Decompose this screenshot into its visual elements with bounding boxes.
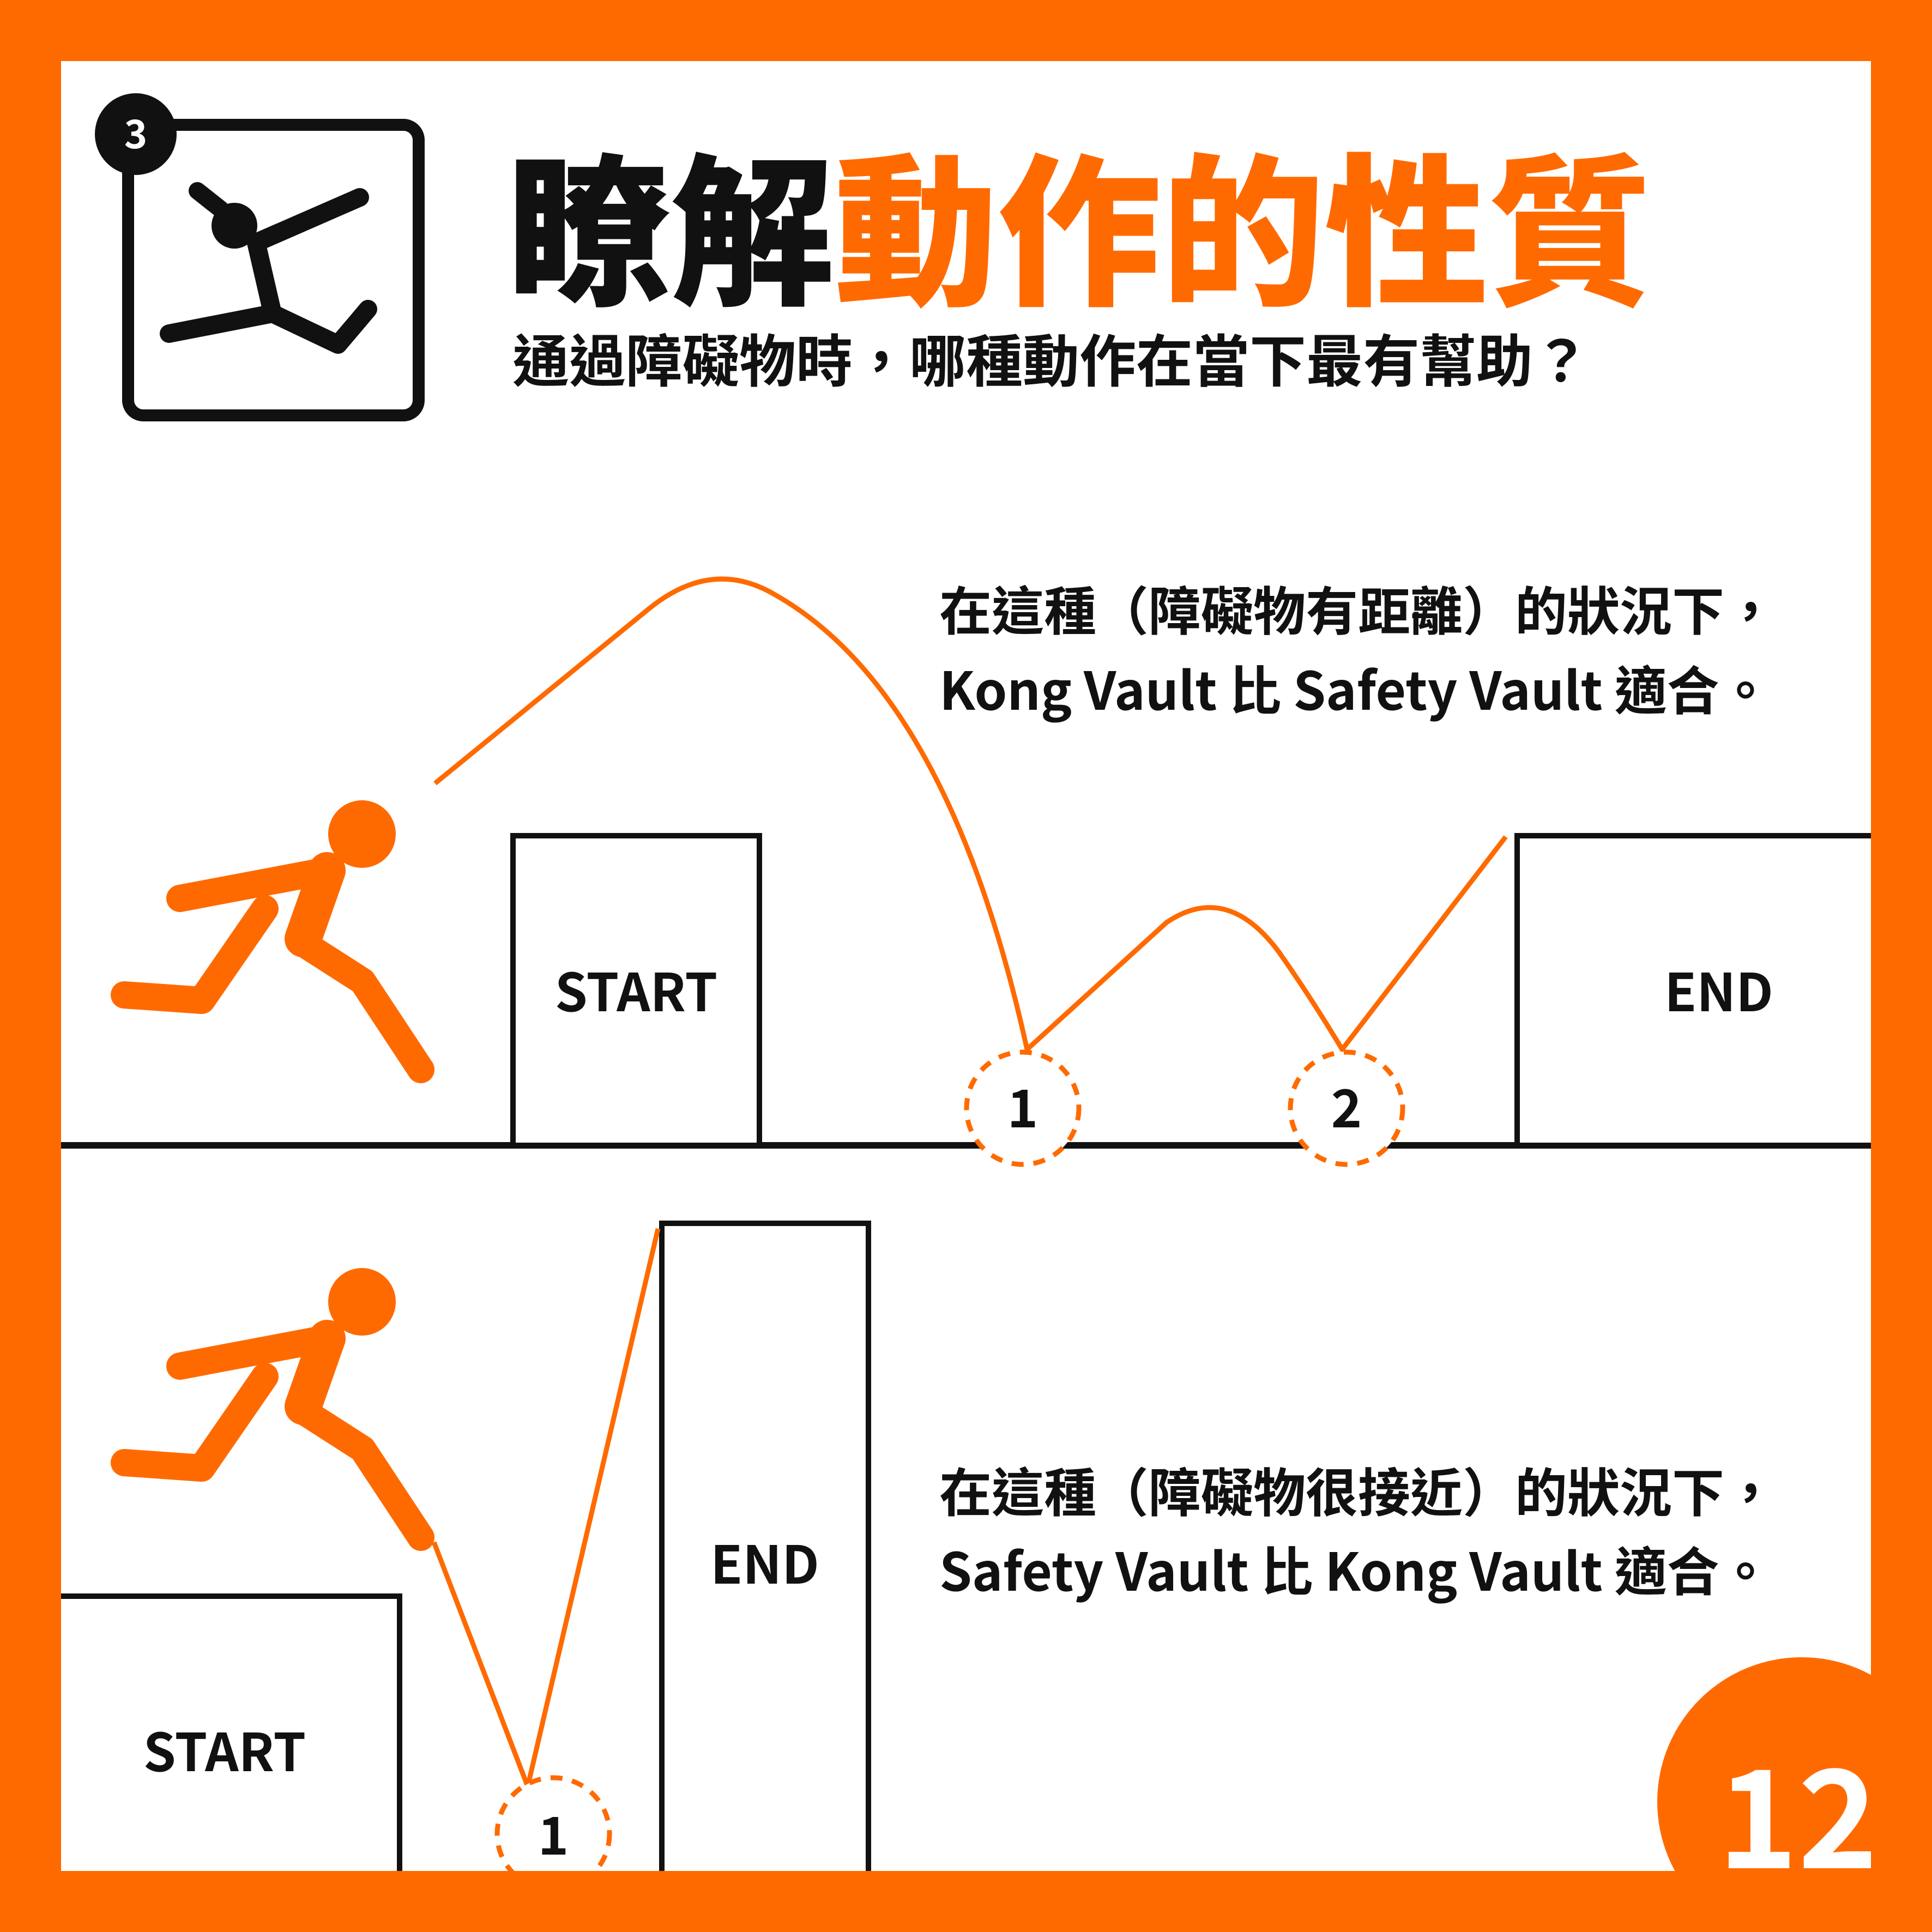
start-box	[30, 1593, 402, 1904]
running-person-icon	[111, 800, 434, 1083]
scenario-top: START END 1 2 在這種（障礙物有距離）的狀況下， Kong Vaul…	[111, 570, 1901, 1167]
title-part-2: 動作的性質	[834, 102, 1652, 339]
description-line-1: 在這種（障礙物有距離）的狀況下，	[939, 570, 1777, 645]
person-vaulting-icon	[160, 182, 377, 354]
start-label: START	[143, 1711, 306, 1786]
badge-number: 3	[124, 102, 147, 160]
marker-label-2: 2	[1331, 1067, 1362, 1143]
start-box	[510, 833, 762, 1148]
header-badge: 3	[95, 93, 425, 421]
marker-label-1: 1	[1007, 1067, 1039, 1143]
marker-circle-1	[964, 1049, 1082, 1167]
badge-number-circle	[95, 93, 177, 175]
page-number-circle	[1657, 1657, 1932, 1932]
start-label: START	[555, 951, 718, 1027]
end-label: END	[710, 1523, 819, 1599]
subtitle: 通過障礙物時，哪種動作在當下最有幫助？	[512, 316, 1590, 398]
trajectory-path	[431, 1228, 661, 1789]
trajectory-path	[433, 576, 1508, 1052]
description-line-2: Kong Vault 比 Safety Vault 適合。	[939, 649, 1772, 725]
description-line-1: 在這種（障礙物很接近）的狀況下，	[939, 1451, 1777, 1527]
badge-frame	[122, 119, 425, 421]
end-box	[1514, 833, 1901, 1148]
marker-circle-2	[1288, 1049, 1405, 1167]
end-label: END	[1664, 951, 1773, 1027]
page-title: 瞭解動作的性質	[507, 102, 1652, 339]
title-part-1: 瞭解	[507, 102, 834, 339]
end-box	[659, 1221, 871, 1897]
running-person-icon	[111, 1268, 434, 1551]
scenario-bottom: START END 1 在這種（障礙物很接近）的狀況下， Safety Vaul…	[30, 1221, 1777, 1904]
description-line-2: Safety Vault 比 Kong Vault 適合。	[939, 1530, 1772, 1606]
marker-label-1: 1	[538, 1794, 569, 1870]
